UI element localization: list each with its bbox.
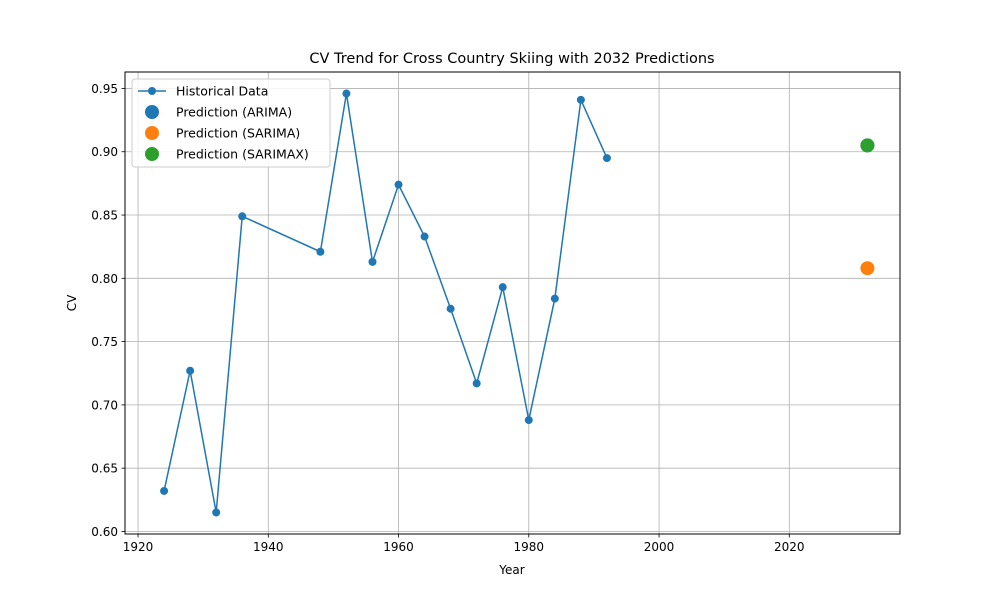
legend-marker-swatch [145, 147, 159, 161]
legend-marker-swatch [145, 105, 159, 119]
x-tick-label: 1920 [123, 540, 154, 554]
y-tick-label: 0.90 [91, 145, 118, 159]
x-tick-label: 1980 [514, 540, 545, 554]
legend-label: Prediction (SARIMAX) [176, 147, 309, 162]
y-tick-label: 0.95 [91, 82, 118, 96]
historical-data-point [576, 95, 585, 104]
plot-frame [124, 71, 901, 535]
historical-data-point [394, 180, 403, 189]
y-axis: 0.60 0.65 0.70 0.75 0.80 0.85 0.90 0.95 [91, 82, 125, 539]
x-axis-label: Year [498, 563, 524, 577]
series-line-historical [163, 93, 608, 513]
legend-frame [131, 78, 331, 168]
historical-data-point [524, 416, 533, 425]
historical-data-point [316, 247, 325, 256]
historical-data-point [368, 257, 377, 266]
historical-data-point [420, 232, 429, 241]
legend-label: Historical Data [176, 84, 268, 99]
y-tick-label: 0.70 [91, 398, 118, 412]
legend-label: Prediction (ARIMA) [176, 105, 292, 120]
y-tick-label: 0.65 [91, 462, 118, 476]
historical-data-point [472, 379, 481, 388]
grid [125, 72, 900, 534]
series-layer [160, 89, 875, 517]
historical-data-point [186, 366, 195, 375]
historical-data-point [550, 294, 559, 303]
legend-marker-swatch [148, 87, 156, 95]
historical-data-point [446, 304, 455, 313]
historical-data-point [342, 89, 351, 98]
prediction-point-2 [860, 261, 875, 276]
legend-marker-swatch [145, 126, 159, 140]
x-tick-label: 1960 [383, 540, 414, 554]
x-tick-label: 1940 [253, 540, 284, 554]
chart-title: CV Trend for Cross Country Skiing with 2… [309, 51, 714, 67]
y-tick-label: 0.60 [91, 525, 118, 539]
historical-data-point [212, 508, 221, 517]
legend-label: Prediction (SARIMA) [176, 126, 300, 141]
historical-data-point [602, 154, 611, 163]
y-axis-label: CV [65, 294, 79, 311]
historical-data-point [498, 283, 507, 292]
prediction-point-3 [860, 138, 875, 153]
y-tick-label: 0.75 [91, 335, 118, 349]
x-axis: 1920 1940 1960 1980 2000 2020 [123, 534, 805, 554]
historical-data-point [238, 212, 247, 221]
y-tick-label: 0.80 [91, 272, 118, 286]
x-tick-label: 2000 [644, 540, 675, 554]
legend: Historical Data Prediction (ARIMA) Predict… [131, 78, 331, 168]
x-tick-label: 2020 [774, 540, 805, 554]
y-tick-label: 0.85 [91, 209, 118, 223]
historical-data-point [160, 486, 169, 495]
